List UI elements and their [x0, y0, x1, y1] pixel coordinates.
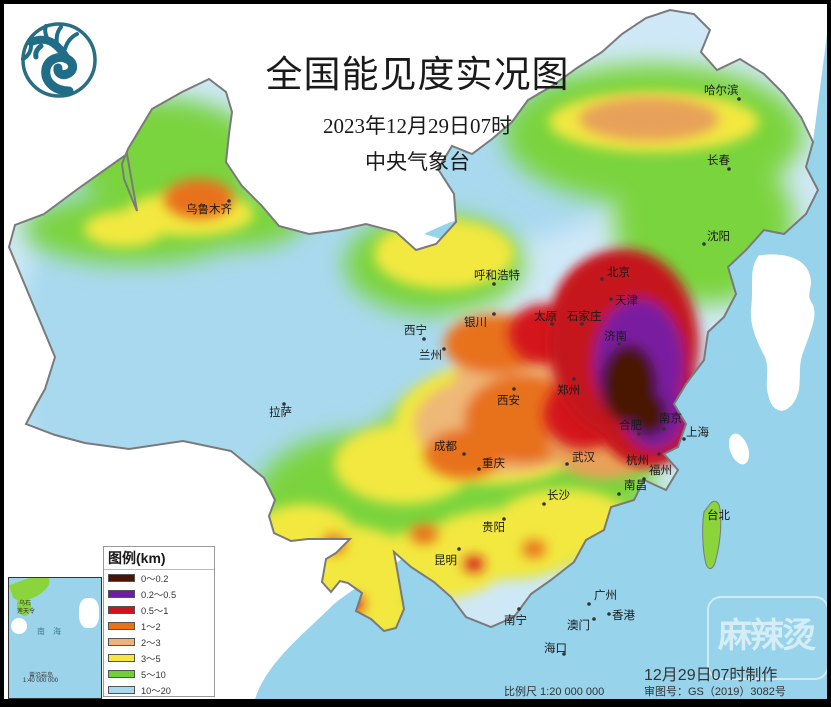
svg-text:杭州: 杭州 [626, 453, 649, 467]
svg-text:南京: 南京 [659, 411, 682, 425]
svg-text:石家庄: 石家庄 [567, 309, 602, 323]
svg-text:西宁: 西宁 [404, 323, 427, 337]
svg-text:济南: 济南 [604, 329, 627, 343]
svg-text:太原: 太原 [534, 310, 557, 323]
svg-text:银川: 银川 [464, 315, 487, 329]
svg-text:天津: 天津 [615, 294, 638, 307]
svg-text:西安: 西安 [497, 393, 520, 407]
svg-text:成都: 成都 [434, 440, 457, 453]
svg-text:澳门: 澳门 [567, 618, 590, 632]
svg-text:拉萨: 拉萨 [269, 405, 292, 419]
svg-text:重庆: 重庆 [482, 456, 505, 470]
svg-text:台北: 台北 [707, 508, 730, 522]
svg-text:北京: 北京 [607, 265, 630, 279]
svg-text:沈阳: 沈阳 [707, 229, 730, 243]
svg-text:广州: 广州 [594, 589, 617, 602]
svg-text:贵阳: 贵阳 [482, 521, 505, 534]
svg-text:合肥: 合肥 [619, 418, 642, 432]
svg-text:武汉: 武汉 [572, 451, 595, 464]
svg-text:乌鲁木齐: 乌鲁木齐 [186, 202, 232, 216]
svg-text:呼和浩特: 呼和浩特 [474, 268, 520, 282]
svg-text:昆明: 昆明 [434, 554, 457, 567]
svg-text:长沙: 长沙 [547, 489, 570, 502]
svg-text:南宁: 南宁 [504, 613, 527, 627]
svg-text:香港: 香港 [612, 609, 635, 622]
svg-text:郑州: 郑州 [557, 383, 580, 397]
svg-text:海口: 海口 [544, 641, 567, 655]
svg-text:兰州: 兰州 [419, 349, 442, 362]
svg-text:上海: 上海 [686, 425, 709, 439]
svg-text:福州: 福州 [649, 463, 672, 477]
